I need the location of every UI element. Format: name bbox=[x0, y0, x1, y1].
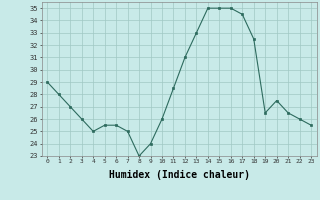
X-axis label: Humidex (Indice chaleur): Humidex (Indice chaleur) bbox=[109, 170, 250, 180]
